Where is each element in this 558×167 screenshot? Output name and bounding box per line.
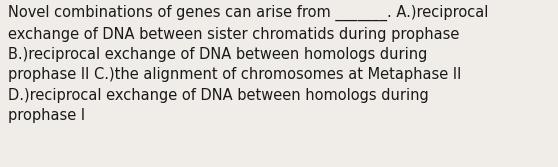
Text: Novel combinations of genes can arise from _______. A.)reciprocal
exchange of DN: Novel combinations of genes can arise fr… — [8, 5, 489, 123]
